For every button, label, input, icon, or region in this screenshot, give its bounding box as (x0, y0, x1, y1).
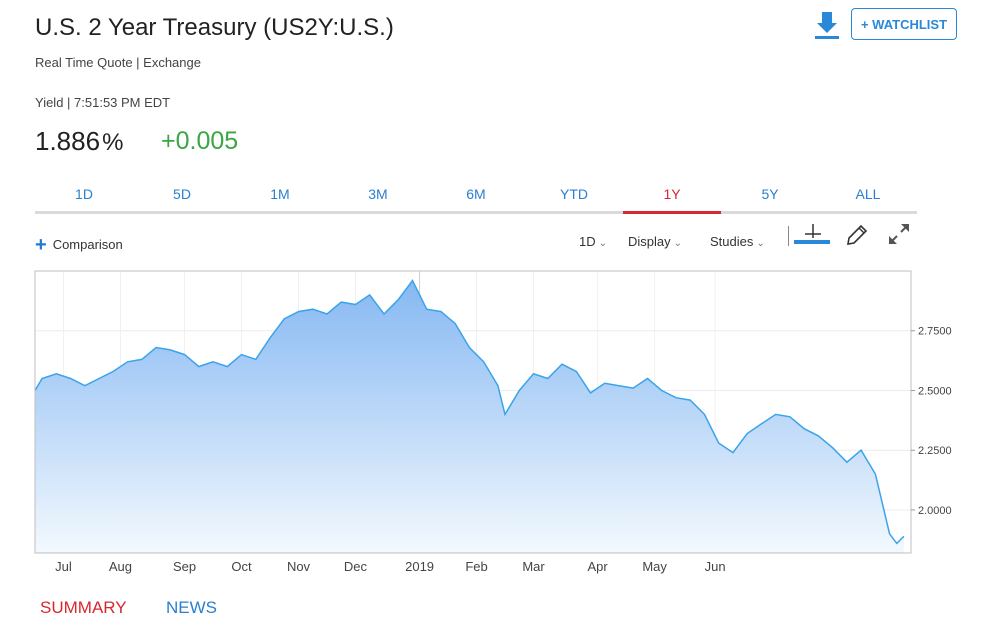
download-icon[interactable] (814, 10, 840, 40)
y-tick-label: 2.7500 (918, 326, 952, 338)
x-tick-label: Feb (465, 559, 487, 574)
tab-6m[interactable]: 6M (466, 186, 486, 202)
price-change: +0.005 (161, 127, 239, 155)
x-tick-label: Jul (55, 559, 72, 574)
pencil-icon[interactable] (844, 222, 870, 248)
x-tick-label: Nov (287, 559, 311, 574)
chevron-down-icon: ⌄ (756, 238, 765, 249)
series-line (34, 279, 905, 545)
crosshair-tool-icon[interactable] (793, 222, 831, 246)
tab-summary[interactable]: SUMMARY (40, 598, 127, 617)
y-tick-label: 2.2500 (918, 445, 952, 457)
tab-ytd[interactable]: YTD (560, 186, 588, 202)
tab-news[interactable]: NEWS (166, 598, 217, 617)
display-label: Display (628, 234, 671, 249)
x-tick-label: Sep (173, 559, 196, 574)
price-number: 1.886 (35, 126, 101, 156)
x-tick-label: Aug (109, 559, 132, 574)
y-tick-label: 2.5000 (918, 385, 952, 397)
studies-dropdown[interactable]: Studies ⌄ (710, 234, 765, 249)
toolbar-divider (788, 226, 789, 246)
interval-label: 1D (579, 234, 596, 249)
x-tick-label: 2019 (405, 559, 434, 574)
x-tick-label: Apr (588, 559, 609, 574)
tab-all[interactable]: ALL (855, 186, 881, 202)
chevron-down-icon: ⌄ (598, 238, 608, 249)
tab-5d[interactable]: 5D (173, 186, 191, 202)
price-unit: % (102, 129, 124, 156)
x-tick-label: Mar (522, 559, 545, 574)
plus-icon: + (35, 234, 47, 256)
tab-5y[interactable]: 5Y (761, 186, 779, 202)
yield-timestamp: Yield | 7:51:53 PM EDT (35, 95, 171, 110)
tab-1y[interactable]: 1Y (623, 178, 721, 214)
expand-icon[interactable] (886, 221, 912, 247)
interval-dropdown[interactable]: 1D ⌄ (579, 234, 607, 249)
tab-1m[interactable]: 1M (270, 186, 290, 202)
price-value: 1.886% (35, 126, 123, 157)
display-dropdown[interactable]: Display ⌄ (628, 234, 682, 249)
tab-1d[interactable]: 1D (75, 186, 93, 202)
area-fill (35, 280, 904, 553)
quote-source: Real Time Quote | Exchange (35, 55, 201, 70)
page-title: U.S. 2 Year Treasury (US2Y:U.S.) (35, 14, 394, 41)
x-tick-label: May (642, 559, 667, 574)
yield-chart[interactable]: Jul Aug Sep Oct Nov Dec 2019 Feb Mar Apr May Jun 2.… (0, 260, 981, 590)
time-range-tabs: 1D 5D 1M 3M 6M YTD 1Y 5Y ALL (35, 178, 917, 214)
studies-label: Studies (710, 234, 754, 249)
x-tick-label: Oct (231, 559, 252, 574)
x-tick-label: Dec (344, 559, 368, 574)
chevron-down-icon: ⌄ (673, 238, 683, 249)
plot-frame (34, 270, 912, 554)
comparison-button[interactable]: + Comparison (35, 234, 123, 257)
x-tick-label: Jun (705, 559, 726, 574)
comparison-label: Comparison (52, 237, 123, 252)
y-tick-label: 2.0000 (918, 505, 952, 517)
watchlist-button[interactable]: + WATCHLIST (851, 8, 957, 40)
tab-3m[interactable]: 3M (368, 186, 388, 202)
